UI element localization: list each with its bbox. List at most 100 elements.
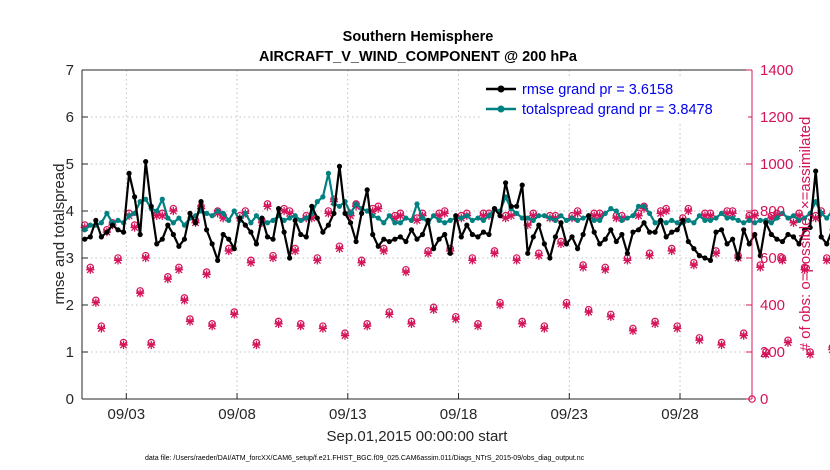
obs-assimilated-point bbox=[767, 213, 776, 223]
obs-assimilated-point bbox=[174, 265, 184, 274]
y-tick-label-left: 1 bbox=[66, 344, 74, 361]
obs-assimilated-point bbox=[224, 246, 233, 256]
obs-assimilated-point bbox=[390, 213, 400, 223]
rmse-point bbox=[752, 231, 758, 238]
y-axis-left-label: rmse and totalspread bbox=[51, 164, 68, 305]
totalspread-point bbox=[375, 215, 381, 221]
chart-title-line-1: Southern Hemisphere bbox=[343, 29, 494, 45]
rmse-point bbox=[253, 241, 260, 247]
totalspread-point bbox=[143, 196, 149, 202]
y-tick-label-right: 800 bbox=[760, 203, 785, 220]
rmse-point bbox=[159, 236, 165, 242]
totalspread-point bbox=[281, 217, 287, 223]
obs-assimilated-point bbox=[540, 324, 549, 333]
rmse-point bbox=[597, 241, 603, 247]
rmse-point bbox=[514, 203, 520, 209]
obs-assimilated-point bbox=[822, 256, 830, 265]
rmse-point bbox=[547, 255, 553, 261]
x-tick-label: 09/13 bbox=[329, 406, 367, 423]
rmse-point bbox=[237, 215, 243, 221]
totalspread-point bbox=[248, 220, 254, 226]
obs-assimilated-point bbox=[263, 202, 272, 211]
totalspread-point bbox=[181, 222, 188, 228]
rmse-point bbox=[613, 238, 619, 245]
obs-assimilated-point bbox=[434, 211, 444, 220]
obs-assimilated-point bbox=[119, 340, 128, 350]
obs-assimilated-point bbox=[667, 246, 676, 256]
rmse-point bbox=[419, 231, 426, 238]
totalspread-point bbox=[785, 215, 791, 221]
rmse-point bbox=[818, 234, 824, 240]
rmse-point bbox=[392, 236, 398, 242]
rmse-point bbox=[115, 227, 121, 233]
y-tick-label-right: 600 bbox=[760, 250, 785, 267]
totalspread-point bbox=[514, 210, 520, 216]
rmse-point bbox=[381, 236, 387, 242]
obs-assimilated-point bbox=[650, 319, 660, 328]
y-tick-label-left: 4 bbox=[66, 203, 74, 220]
totalspread-point bbox=[87, 222, 93, 228]
line-series bbox=[82, 159, 830, 263]
obs-assimilated-point bbox=[363, 321, 372, 331]
rmse-point bbox=[741, 227, 747, 233]
rmse-point bbox=[807, 224, 813, 231]
rmse-point bbox=[259, 215, 265, 221]
rmse-point bbox=[602, 236, 608, 242]
totalspread-point bbox=[431, 213, 437, 219]
rmse-point bbox=[226, 236, 232, 242]
obs-assimilated-point bbox=[379, 246, 388, 256]
totalspread-point bbox=[220, 210, 226, 216]
rmse-point bbox=[154, 241, 160, 247]
rmse-point bbox=[132, 194, 138, 200]
totalspread-point bbox=[768, 220, 774, 226]
rmse-point bbox=[646, 229, 653, 235]
rmse-point bbox=[486, 231, 492, 238]
totalspread-point bbox=[563, 217, 570, 223]
obs-assimilated-point bbox=[578, 263, 588, 272]
legend-totalspread-marker bbox=[497, 105, 505, 113]
obs-assimilated-point bbox=[451, 314, 460, 324]
obs-assimilated-point bbox=[158, 211, 167, 220]
rmse-point bbox=[774, 236, 780, 242]
totalspread-point bbox=[458, 215, 464, 221]
totalspread-point bbox=[541, 213, 547, 219]
totalspread-point bbox=[619, 217, 625, 223]
totalspread-point bbox=[713, 215, 719, 221]
obs-assimilated-point bbox=[495, 300, 505, 310]
rmse-point bbox=[652, 229, 658, 235]
totalspread-point bbox=[685, 217, 691, 223]
totalspread-point bbox=[525, 215, 531, 221]
totalspread-point bbox=[552, 217, 559, 223]
obs-assimilated-point bbox=[623, 256, 632, 265]
rmse-point bbox=[442, 231, 448, 238]
rmse-point bbox=[464, 222, 470, 228]
rmse-point bbox=[143, 159, 149, 165]
rmse-point bbox=[707, 257, 714, 263]
obs-assimilated-point bbox=[91, 298, 101, 307]
obs-assimilated-point bbox=[789, 218, 798, 227]
obs-assimilated-point bbox=[412, 216, 422, 225]
totalspread-point bbox=[774, 215, 780, 221]
y-tick-label-right: 1400 bbox=[760, 62, 793, 79]
rmse-point bbox=[275, 206, 282, 212]
rmse-point bbox=[425, 217, 431, 223]
totalspread-point bbox=[170, 220, 176, 226]
rmse-point bbox=[303, 234, 309, 240]
rmse-point bbox=[148, 203, 154, 209]
rmse-line bbox=[84, 160, 830, 262]
totalspread-point bbox=[176, 215, 182, 221]
y-tick-label-left: 6 bbox=[66, 109, 74, 126]
obs-assimilated-point bbox=[429, 305, 438, 314]
axis-ticks: 0 1 2 3 4 5 6 7 0 200 400 600 800 1000 1200 1400 09/03 09… bbox=[66, 62, 794, 423]
rmse-point bbox=[763, 220, 769, 226]
rmse-point bbox=[536, 222, 542, 228]
obs-assimilated-point bbox=[562, 300, 571, 310]
obs-assimilated-point bbox=[728, 209, 737, 218]
y-axis-right-label: # of obs: o=possible; ×=assimilated bbox=[797, 117, 814, 352]
rmse-point bbox=[187, 210, 193, 216]
obs-assimilated-point bbox=[207, 321, 217, 331]
totalspread-point bbox=[165, 215, 171, 221]
totalspread-point bbox=[574, 217, 581, 223]
totalspread-point bbox=[392, 220, 398, 226]
